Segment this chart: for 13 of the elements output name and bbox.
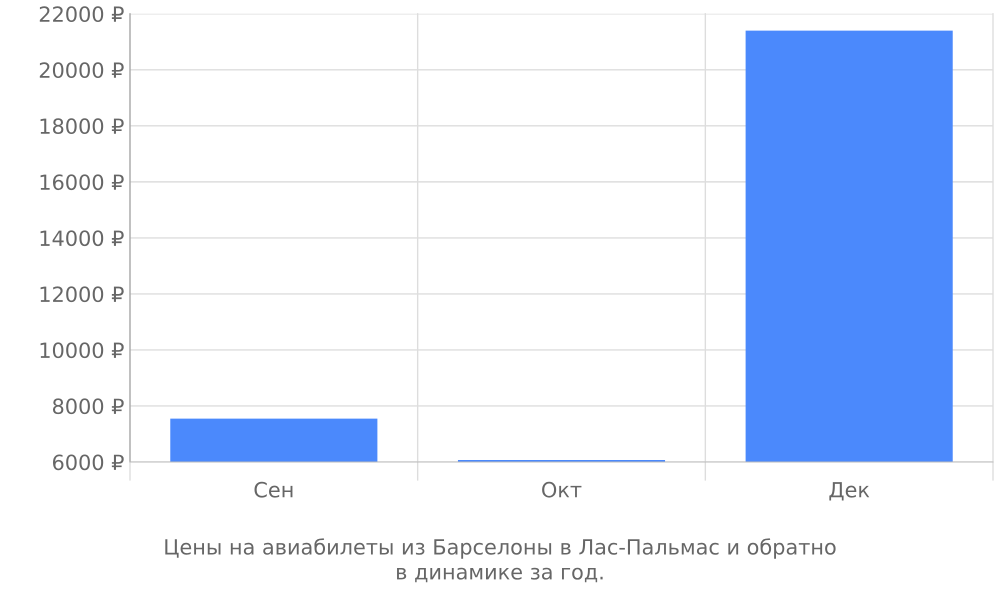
x-tick-label: Окт <box>542 482 582 498</box>
y-tick-label: 12000 ₽ <box>40 286 124 302</box>
y-tick-label: 8000 ₽ <box>52 398 124 414</box>
y-tick-label: 22000 ₽ <box>40 6 124 22</box>
y-tick-label: 18000 ₽ <box>40 118 124 134</box>
y-tick-label: 16000 ₽ <box>40 174 124 190</box>
y-tick-label: 20000 ₽ <box>40 62 124 78</box>
x-tick-label: Дек <box>829 482 870 501</box>
y-tick-label: 14000 ₽ <box>40 230 124 246</box>
y-tick-label: 10000 ₽ <box>40 342 124 358</box>
y-tick-label: 6000 ₽ <box>53 454 124 470</box>
x-tick-label: Сен <box>254 482 292 498</box>
text: Цены на авиабилеты из Барселоны в Лас-Пальмас и обратно в динамике за год. <box>165 538 836 582</box>
